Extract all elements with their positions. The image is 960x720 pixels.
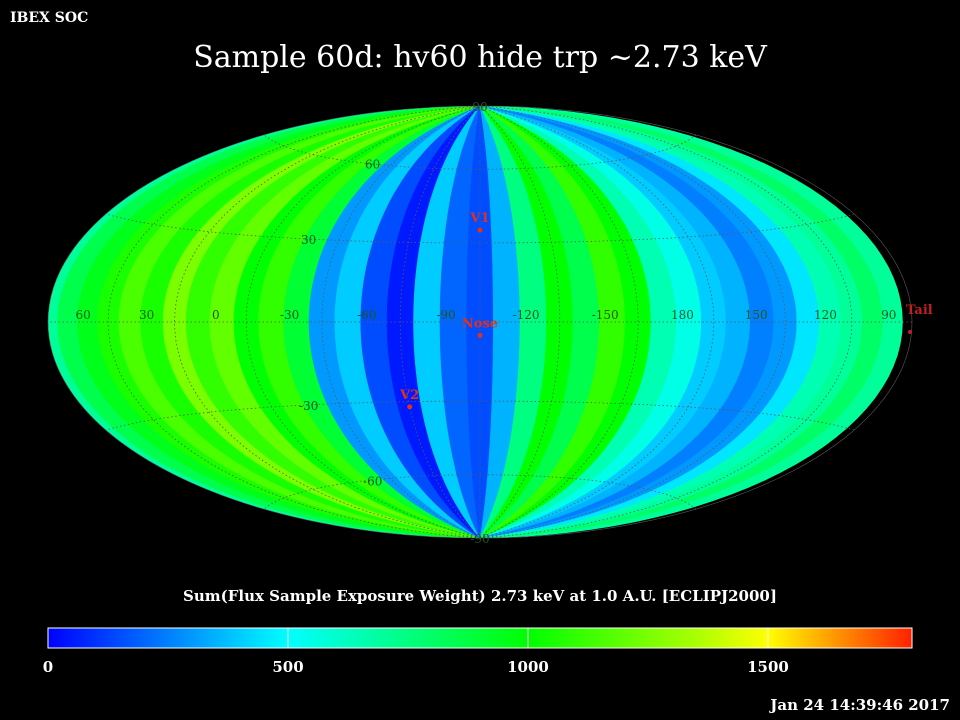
colorbar-tick-label: 1000 [507, 658, 549, 676]
marker-label-v2: V2 [399, 388, 419, 403]
latitude-label: -30 [299, 399, 318, 413]
longitude-label: -150 [592, 308, 619, 322]
latitude-line [105, 213, 855, 244]
timestamp: Jan 24 14:39:46 2017 [770, 696, 950, 714]
longitude-line [174, 105, 481, 539]
map-outline [47, 105, 913, 539]
colorbar: 0 500 1000 1500 [43, 627, 913, 676]
longitude-line [479, 105, 786, 539]
marker-dot [407, 404, 413, 410]
latitude-label: -60 [363, 474, 382, 488]
colorbar-tick-label: 0 [43, 658, 53, 676]
heatmap-band [479, 106, 903, 538]
colorbar-tick-label: 500 [272, 658, 303, 676]
marker-dot [477, 227, 483, 233]
longitude-label: -120 [513, 308, 540, 322]
marker-label-v1: V1 [469, 211, 489, 226]
longitude-label: 120 [814, 308, 837, 322]
longitude-line [479, 105, 561, 539]
longitude-line [399, 105, 481, 539]
colorbar-gradient [47, 627, 913, 649]
corner-label: IBEX SOC [10, 10, 89, 26]
longitude-label: 0 [212, 308, 220, 322]
tail-marker-dot [908, 330, 912, 334]
latitude-line [263, 474, 697, 510]
longitude-label: 30 [139, 308, 154, 322]
longitude-label: 180 [671, 308, 694, 322]
longitude-label: -30 [280, 308, 299, 322]
graticule-labels: 60 30 0 -30 -60 -90 -120 -150 180 150 120 90 90 60 30 -… [76, 100, 897, 546]
colorbar-tick-label: 1500 [747, 658, 789, 676]
marker-dot [477, 332, 483, 338]
flux-heatmap [48, 106, 903, 538]
longitude-label: -60 [357, 308, 376, 322]
longitude-line [479, 105, 715, 539]
graticule [47, 105, 913, 539]
latitude-label: 30 [301, 233, 316, 247]
longitude-label: 60 [76, 308, 91, 322]
chart-title: Sample 60d: hv60 hide trp ~2.73 keV [193, 40, 767, 75]
longitude-label: -90 [436, 308, 455, 322]
latitude-label: 90 [472, 100, 487, 114]
tail-marker-label: Tail [906, 303, 933, 318]
longitude-label: 90 [881, 308, 896, 322]
latitude-label: -90 [470, 532, 489, 546]
longitude-line [479, 105, 853, 539]
sky-markers: V1 Nose V2 Tail [399, 211, 933, 410]
colorbar-title: Sum(Flux Sample Exposure Weight) 2.73 ke… [183, 587, 777, 605]
longitude-line [479, 105, 639, 539]
longitude-line [321, 105, 481, 539]
longitude-label: 150 [745, 308, 768, 322]
longitude-line [245, 105, 481, 539]
latitude-label: 60 [365, 158, 380, 172]
marker-label-nose: Nose [462, 316, 498, 331]
longitude-line [107, 105, 481, 539]
